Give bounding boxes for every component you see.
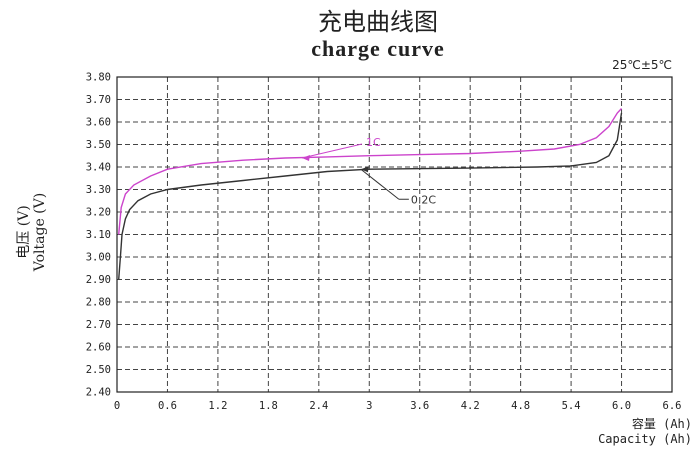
y-axis-title-en: Voltage (V) (32, 193, 48, 272)
y-tick-label: 3.60 (86, 117, 111, 129)
y-tick-labels: 2.40 2.50 2.60 2.70 2.80 2.90 3.00 3.10 3.20 3.30… (86, 72, 111, 399)
x-tick-label: 4.2 (461, 400, 480, 412)
x-axis-title-cn: 容量 (Ah) (632, 416, 692, 431)
y-tick-label: 3.50 (86, 139, 111, 151)
annotation-arrowhead (360, 166, 369, 173)
x-tick-label: 3 (366, 400, 372, 412)
temperature-condition: 25℃±5℃ (612, 58, 672, 72)
axes (116, 76, 673, 393)
annotation-label: 0.2C (411, 193, 436, 206)
x-tick-label: 4.8 (511, 400, 530, 412)
y-tick-label: 3.10 (86, 229, 111, 241)
x-tick-label: 6.6 (663, 400, 682, 412)
y-tick-label: 2.40 (86, 387, 111, 399)
grid (117, 77, 672, 392)
y-axis-title-cn: 电压 (V) (16, 205, 32, 258)
x-tick-label: 0 (114, 400, 120, 412)
chart-title-cn: 充电曲线图 (318, 8, 438, 36)
x-tick-label: 5.4 (562, 400, 581, 412)
x-tick-label: 2.4 (309, 400, 328, 412)
x-axis-title-en: Capacity (Ah) (598, 432, 692, 446)
chart-title: charge curve (311, 36, 445, 61)
plot-frame (116, 76, 673, 393)
y-tick-label: 3.80 (86, 72, 111, 84)
annotation-arrowhead (302, 155, 310, 161)
y-tick-label: 2.60 (86, 342, 111, 354)
x-tick-label: 1.2 (208, 400, 227, 412)
series-lines (118, 108, 623, 280)
y-tick-label: 2.70 (86, 319, 111, 331)
annotation-leader (301, 143, 363, 159)
series-line-0_2C (118, 112, 623, 280)
x-tick-labels: 0 0.6 1.2 1.8 2.4 3 3.6 4.2 4.8 5.4 6.0 6.6 (114, 400, 682, 412)
y-tick-label: 3.20 (86, 207, 111, 219)
annotation-leader (360, 168, 400, 200)
series-annotations: 1C 0.2C (301, 136, 436, 206)
x-tick-label: 0.6 (158, 400, 177, 412)
y-tick-label: 3.30 (86, 184, 111, 196)
x-tick-label: 6.0 (612, 400, 631, 412)
annotation-label: 1C (366, 136, 381, 149)
y-axis-title: 电压 (V) Voltage (V) (16, 193, 48, 272)
x-tick-label: 3.6 (410, 400, 429, 412)
y-tick-label: 3.70 (86, 94, 111, 106)
y-tick-label: 3.00 (86, 252, 111, 264)
series-line-1C (118, 108, 623, 235)
y-tick-label: 3.40 (86, 162, 111, 174)
y-tick-label: 2.90 (86, 274, 111, 286)
y-tick-label: 2.50 (86, 364, 111, 376)
y-tick-label: 2.80 (86, 297, 111, 309)
x-tick-label: 1.8 (259, 400, 278, 412)
